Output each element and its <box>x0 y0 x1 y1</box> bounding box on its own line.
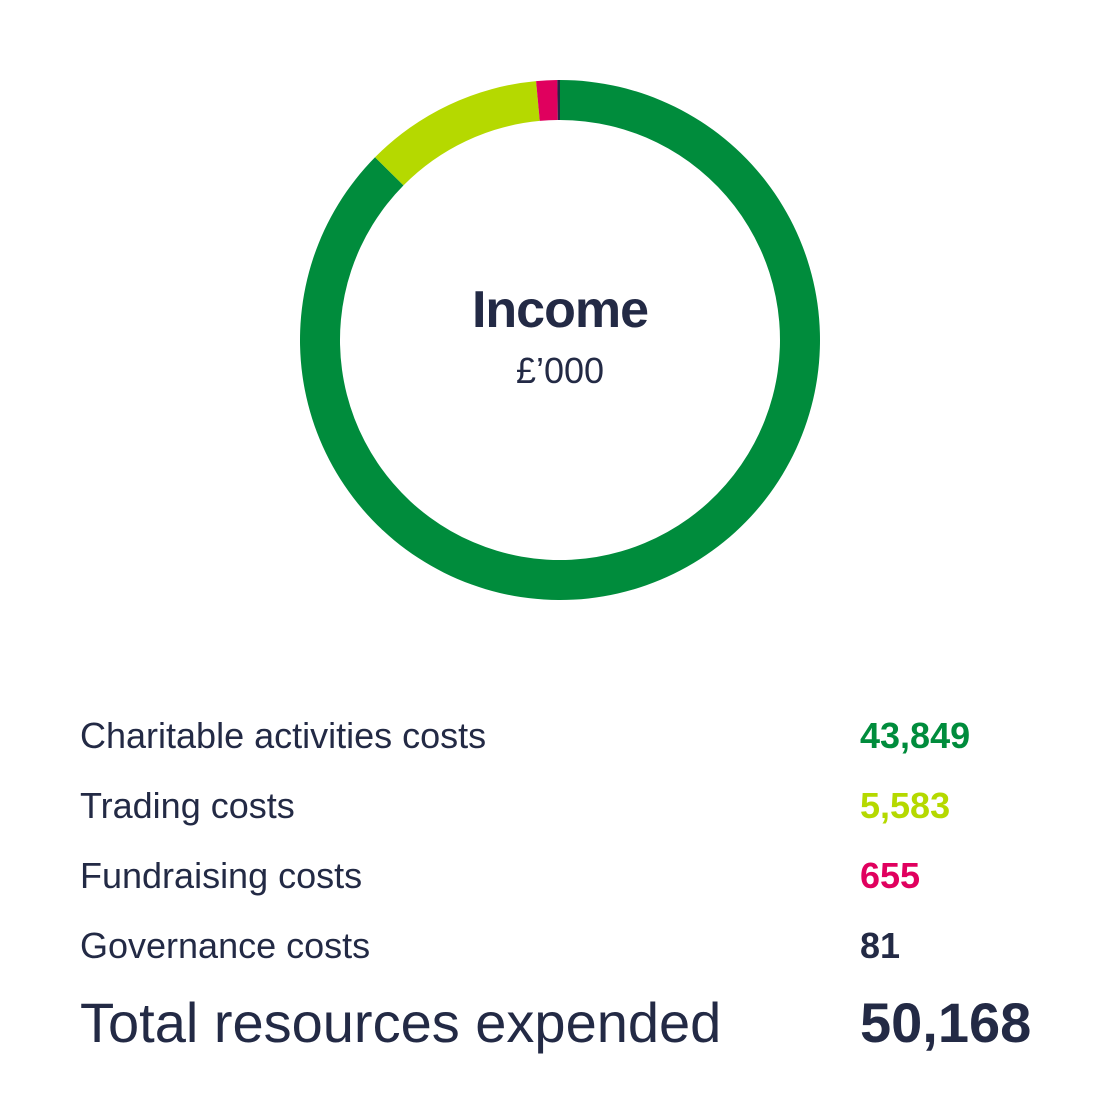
legend-row-charitable: Charitable activities costs 43,849 <box>80 710 1040 780</box>
chart-title: Income <box>471 281 649 339</box>
legend-row-governance: Governance costs 81 <box>80 920 1040 990</box>
legend-label-fundraising: Fundraising costs <box>80 855 363 896</box>
legend-value-charitable: 43,849 <box>860 715 971 756</box>
slice-trading <box>375 81 540 186</box>
legend-value-governance: 81 <box>860 925 901 966</box>
legend-value-fundraising: 655 <box>860 855 921 896</box>
legend-row-trading: Trading costs 5,583 <box>80 780 1040 850</box>
total-label: Total resources expended <box>80 991 722 1054</box>
total-value: 50,168 <box>860 991 1032 1054</box>
donut-chart <box>299 79 820 600</box>
legend-row-fundraising: Fundraising costs 655 <box>80 850 1040 920</box>
slice-fundraising <box>536 80 558 121</box>
legend: Charitable activities costs 43,849 Tradi… <box>80 710 1040 1080</box>
slice-governance <box>557 79 560 121</box>
total-row: Total resources expended 50,168 <box>80 990 1040 1080</box>
legend-value-trading: 5,583 <box>860 785 951 826</box>
legend-label-trading: Trading costs <box>80 785 295 826</box>
legend-label-charitable: Charitable activities costs <box>80 715 487 756</box>
chart-subtitle: £’000 <box>515 350 605 391</box>
legend-label-governance: Governance costs <box>80 925 371 966</box>
